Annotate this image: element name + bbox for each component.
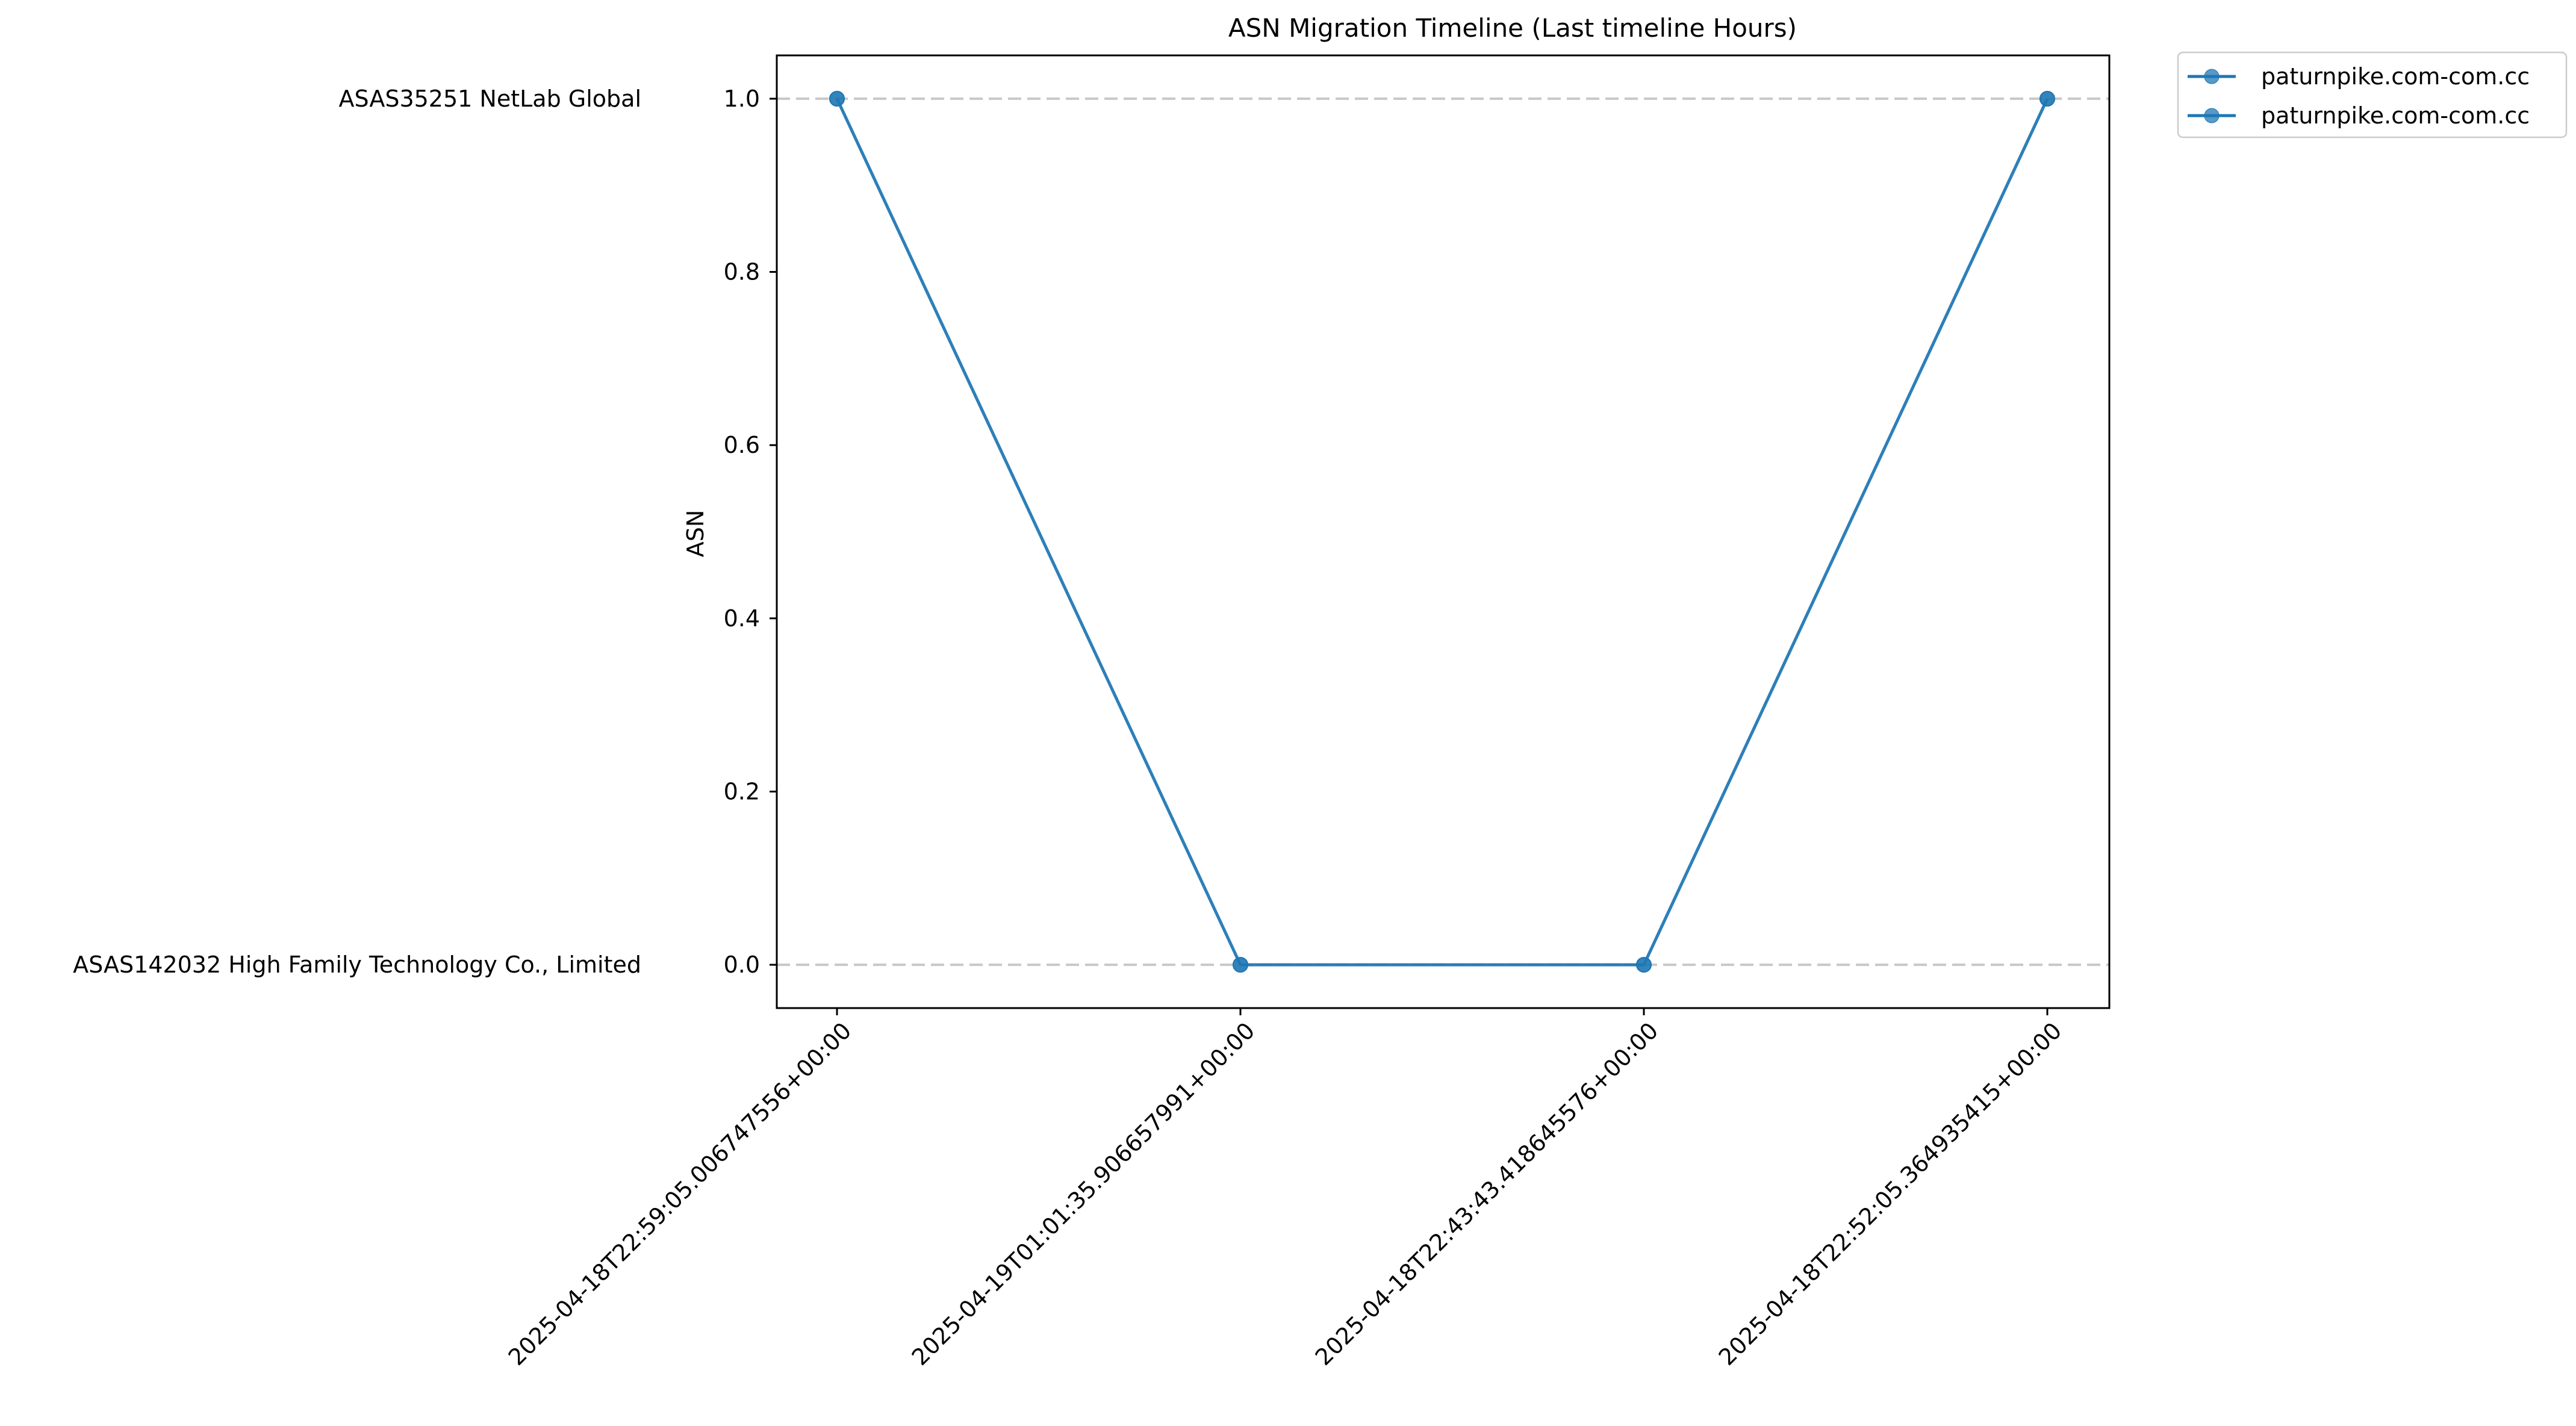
data-point <box>1233 957 1248 973</box>
legend: paturnpike.com-com.cc paturnpike.com-com… <box>2177 51 2568 139</box>
series-line <box>835 98 2049 967</box>
legend-box <box>2177 51 2568 139</box>
y-tick-label: 0.0 <box>724 951 760 978</box>
legend-swatch-marker <box>2204 69 2220 84</box>
plot-frame <box>776 54 2111 1009</box>
y-tick-label: 0.4 <box>724 605 760 632</box>
y-tick-label: 0.6 <box>724 432 760 458</box>
asn-level-labels: ASAS35251 NetLab Global ASAS142032 High F… <box>73 86 641 978</box>
y-tick-label: 0.8 <box>724 259 760 285</box>
legend-entry-label: paturnpike.com-com.cc <box>2261 63 2530 90</box>
data-point <box>2039 90 2055 107</box>
y-ticks: 0.0 0.2 0.4 0.6 0.8 1.0 <box>724 86 777 978</box>
legend-entry-label: paturnpike.com-com.cc <box>2261 102 2530 129</box>
chart-title: ASN Migration Timeline (Last timeline Ho… <box>1228 13 1797 43</box>
y-tick-label: 0.2 <box>724 778 760 805</box>
legend-swatch-marker <box>2204 108 2220 123</box>
data-point <box>1636 957 1652 973</box>
y-axis-label: ASN <box>682 510 709 558</box>
asn-level-label: ASAS142032 High Family Technology Co., L… <box>73 951 641 978</box>
x-ticks: 2025-04-18T22:59:05.006747556+00:00 2025-… <box>503 1008 2067 1371</box>
x-tick-label: 2025-04-18T22:52:05.364935415+00:00 <box>1714 1017 2067 1371</box>
x-tick-label: 2025-04-18T22:43:43.418645576+00:00 <box>1310 1017 1664 1371</box>
x-tick-label: 2025-04-18T22:59:05.006747556+00:00 <box>503 1017 857 1371</box>
data-point <box>829 90 845 107</box>
asn-level-label: ASAS35251 NetLab Global <box>339 86 641 112</box>
series-lines <box>829 90 2055 973</box>
asn-level-gridlines <box>777 97 2109 967</box>
y-tick-label: 1.0 <box>724 86 760 112</box>
series-line <box>835 98 2049 967</box>
x-tick-label: 2025-04-19T01:01:35.906657991+00:00 <box>907 1017 1260 1371</box>
